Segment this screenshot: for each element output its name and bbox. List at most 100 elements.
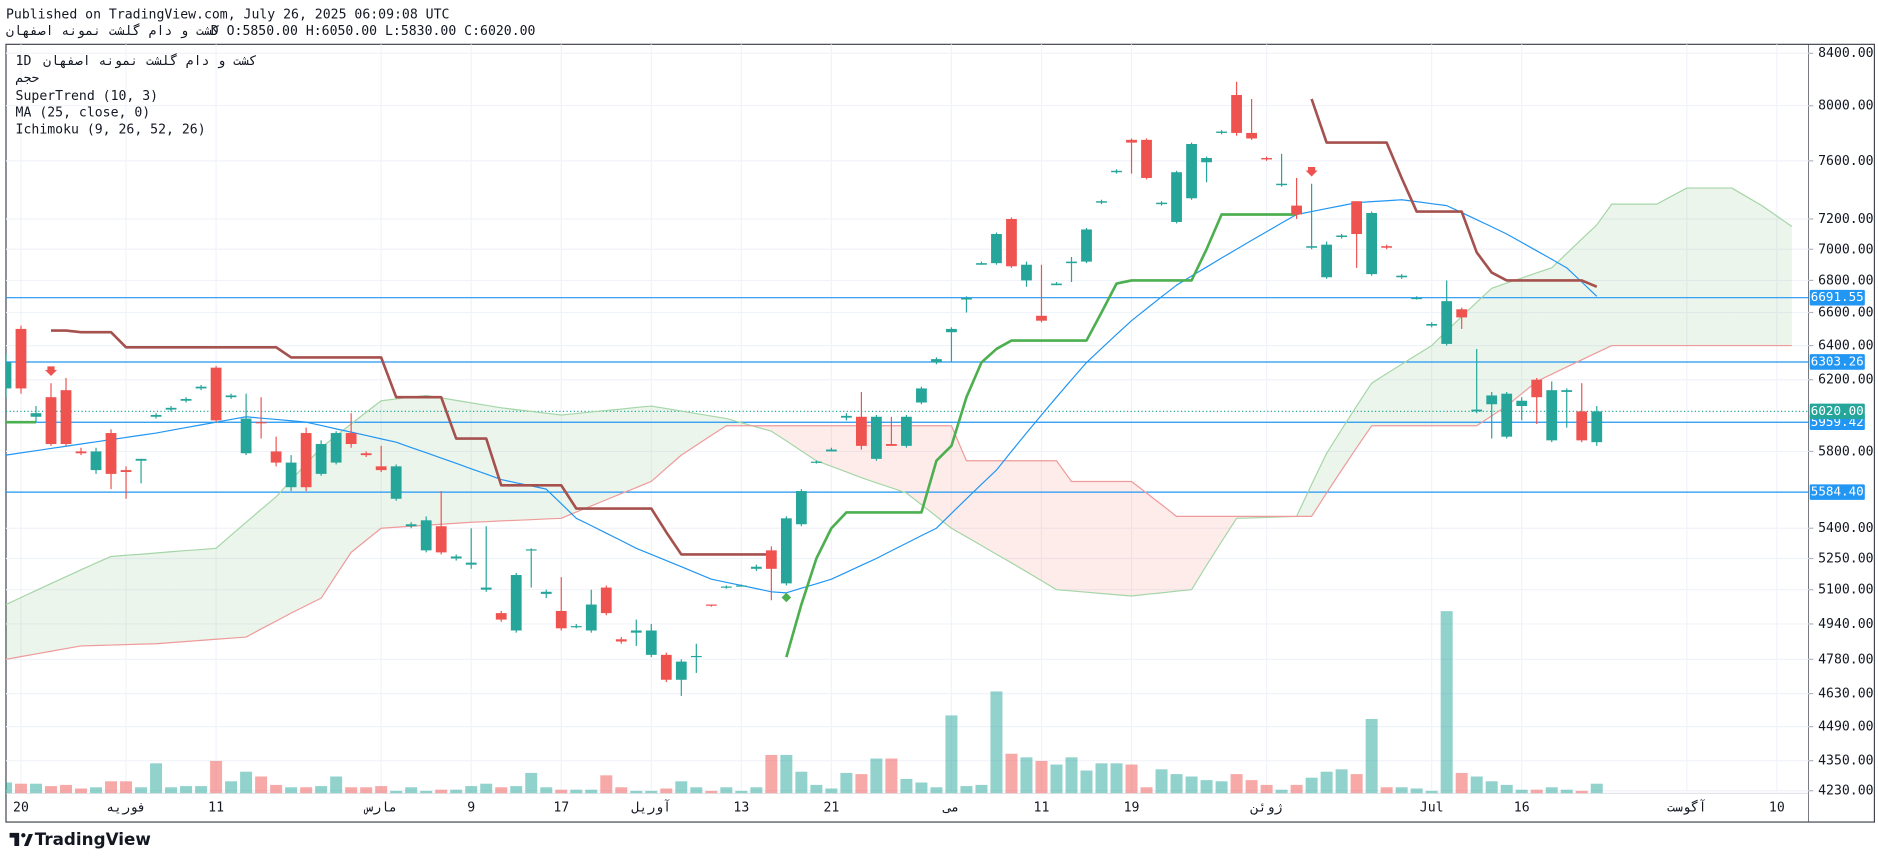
volume-bar xyxy=(105,781,118,794)
candle-body xyxy=(1066,261,1077,264)
sell-signal xyxy=(1305,166,1318,177)
candle-body xyxy=(1516,400,1528,407)
cloud-segment xyxy=(501,407,517,521)
cloud-segment xyxy=(531,411,547,520)
cloud-segment xyxy=(1581,224,1597,360)
cloud-segment xyxy=(1206,516,1222,566)
candle-body xyxy=(1156,202,1167,205)
volume-bar xyxy=(1380,787,1393,794)
candle-body xyxy=(871,416,882,459)
cloud-segment xyxy=(261,496,277,629)
candle-body xyxy=(675,661,687,680)
y-tick-label: 5100.00 xyxy=(1818,583,1874,598)
candle-body xyxy=(1336,235,1348,238)
volume-bar xyxy=(1485,781,1498,794)
volume-bar xyxy=(1035,760,1048,794)
volume-bar xyxy=(675,781,688,794)
volume-bar xyxy=(1080,770,1093,794)
volume-bar xyxy=(630,790,643,794)
candle-body xyxy=(180,398,192,401)
volume-bar xyxy=(930,787,943,794)
candle-body xyxy=(825,449,837,452)
cloud-segment xyxy=(1416,345,1432,426)
y-tick-label: 6800.00 xyxy=(1818,273,1874,288)
candle-body xyxy=(630,630,642,633)
frame xyxy=(5,43,1876,823)
volume-bar xyxy=(375,786,388,794)
candle-body xyxy=(225,395,237,398)
candle-body xyxy=(615,639,627,642)
volume-bar xyxy=(1020,757,1033,794)
x-tick-label: فوریه xyxy=(106,801,146,816)
x-tick-label: آوریل xyxy=(631,799,671,816)
y-tick-label: 6400.00 xyxy=(1818,339,1874,354)
cloud-segment xyxy=(201,548,217,641)
level-label: 5584.40 xyxy=(1811,484,1864,499)
candle-body xyxy=(1216,131,1227,133)
volume-bar xyxy=(240,771,253,794)
volume-bar xyxy=(1395,787,1408,794)
x-tick-label: می xyxy=(943,801,960,816)
volume-bar xyxy=(345,787,358,794)
cloud-segment xyxy=(1686,188,1702,346)
cloud-segment xyxy=(321,435,337,599)
candle-body xyxy=(510,575,522,631)
volume-bar xyxy=(1290,784,1303,794)
legend-indicator: SuperTrend (10, 3) xyxy=(16,89,159,104)
x-tick-label: 17 xyxy=(553,801,569,816)
candle-body xyxy=(1486,395,1498,405)
cloud-segment xyxy=(966,460,982,546)
cloud-segment xyxy=(1131,481,1147,597)
cloud-segment xyxy=(981,460,997,555)
candle-body xyxy=(165,407,177,410)
legend-indicator: Ichimoku (9, 26, 52, 26) xyxy=(16,122,206,137)
volume-bar xyxy=(30,783,42,794)
volume-bar xyxy=(60,784,72,794)
cloud-segment xyxy=(1026,460,1042,581)
x-tick-label: مارس xyxy=(363,801,397,816)
x-tick-label: Jul xyxy=(1420,801,1444,816)
y-tick-label: 4940.00 xyxy=(1818,617,1874,632)
cloud-segment xyxy=(5,597,21,660)
candle-body xyxy=(780,518,792,584)
volume-bar xyxy=(120,781,133,794)
volume-bar xyxy=(165,787,178,794)
logo-dot xyxy=(21,833,26,838)
candle-body xyxy=(1201,158,1212,163)
volume-bar xyxy=(1545,787,1558,794)
indicator-line xyxy=(5,213,1297,658)
volume-bar xyxy=(795,771,808,794)
candle-body xyxy=(1501,393,1513,437)
cloud-segment xyxy=(1731,188,1747,346)
cloud-segment xyxy=(621,407,637,494)
volume-bar xyxy=(255,776,268,794)
volume-bar xyxy=(645,790,658,794)
candle-body xyxy=(886,444,897,446)
volume-bar xyxy=(945,715,958,794)
candle-body xyxy=(420,520,432,551)
y-tick-label: 5400.00 xyxy=(1818,521,1874,536)
candle-body xyxy=(540,591,552,594)
candle-body xyxy=(976,263,987,265)
candle-body xyxy=(300,433,312,488)
cloud-segment xyxy=(1476,288,1492,426)
candle-body xyxy=(795,491,807,525)
cloud-segment xyxy=(1056,460,1072,591)
volume-bar xyxy=(570,789,583,794)
candle-body xyxy=(570,626,582,628)
cloud-segment xyxy=(246,509,262,638)
candle-body xyxy=(255,422,267,424)
y-tick-label: 5800.00 xyxy=(1818,444,1874,459)
cloud-segment xyxy=(1626,204,1642,346)
cloud-segment xyxy=(471,402,487,523)
volume-bar xyxy=(300,787,313,794)
x-tick-label: 19 xyxy=(1124,801,1140,816)
cloud-segment xyxy=(366,400,382,541)
footer-logo: TradingView xyxy=(9,829,151,849)
candle-body xyxy=(120,470,132,472)
volume-bar xyxy=(540,787,553,794)
candle-body xyxy=(1576,411,1588,441)
volume-bar xyxy=(510,786,523,794)
logo-mark xyxy=(9,832,24,847)
